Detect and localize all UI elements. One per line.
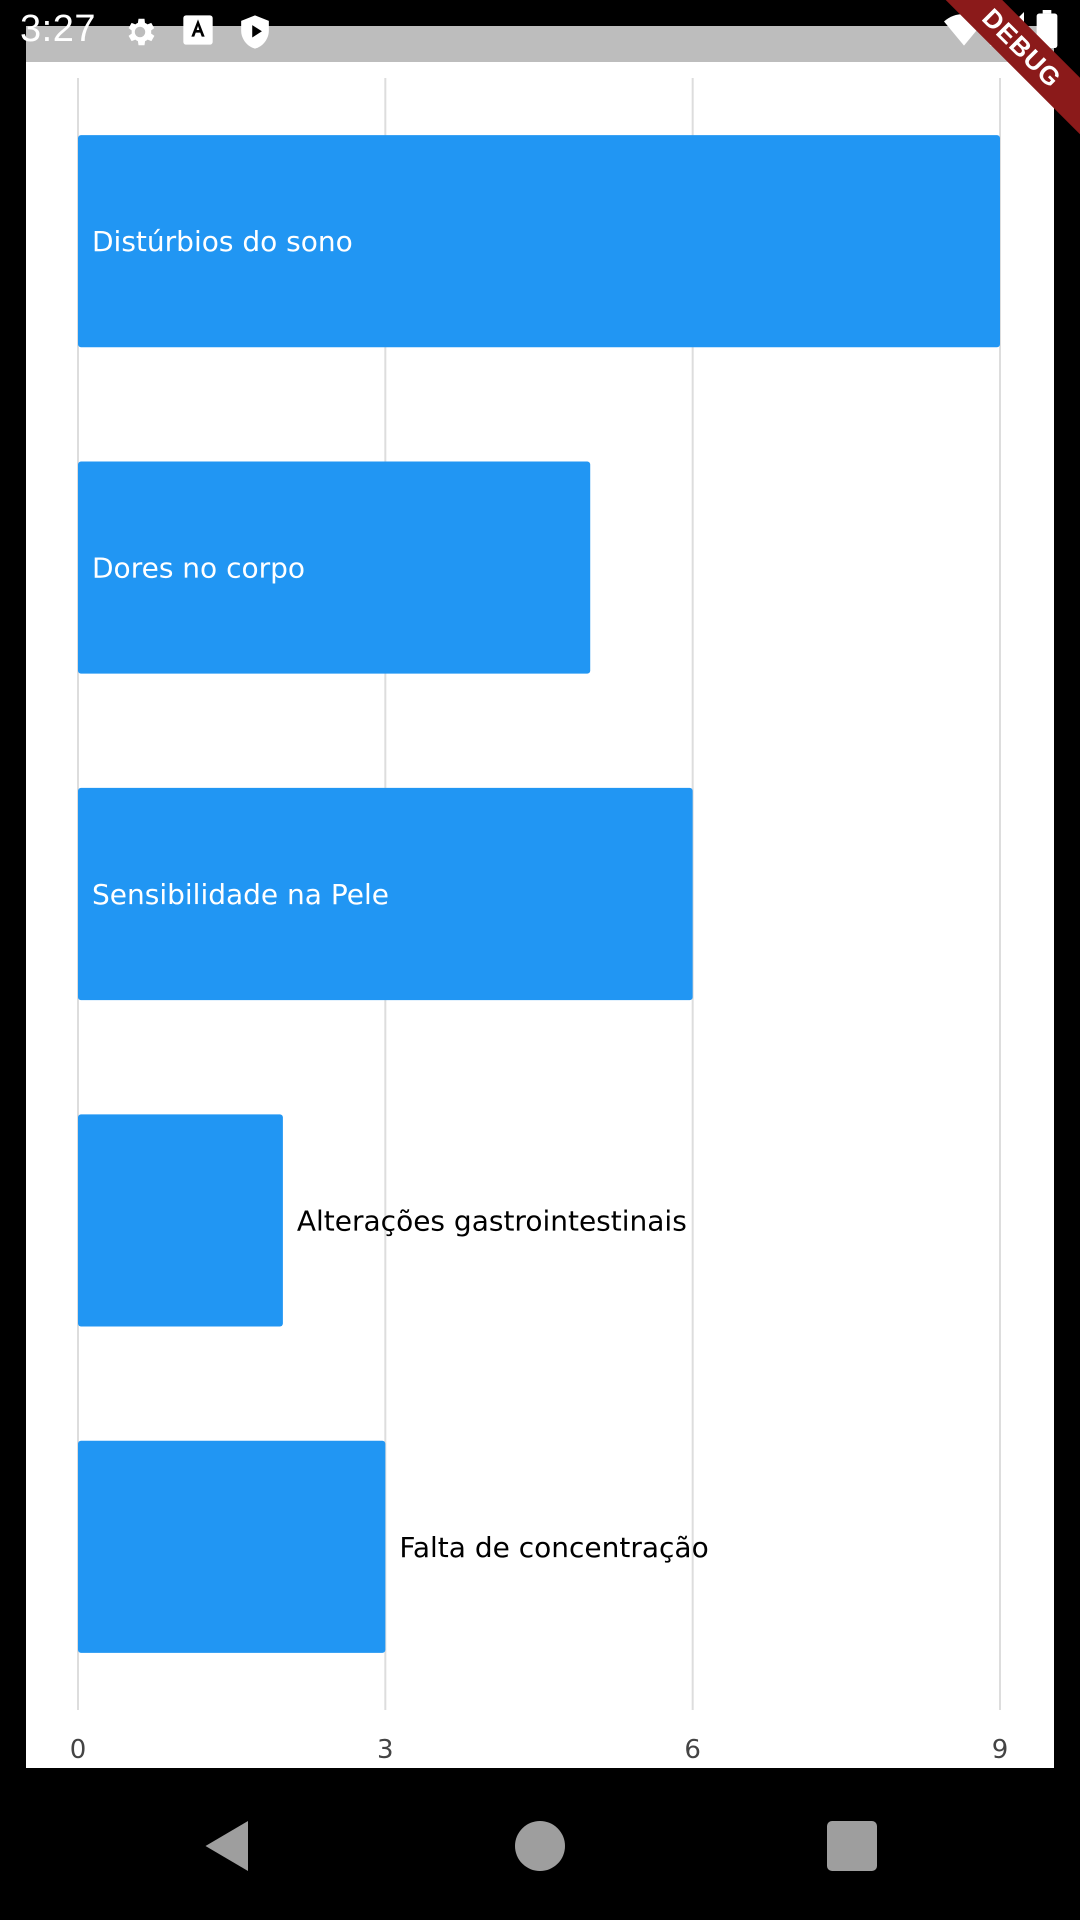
back-icon[interactable] [198,1816,258,1876]
navigation-bar [0,1768,1080,1920]
shield-play-icon [241,15,269,49]
status-time: 3:27 [20,8,96,50]
x-tick-label: 3 [377,1735,394,1765]
x-tick-label: 6 [684,1735,701,1765]
chart-card: Distúrbios do sono Dores no corpo Sensibil… [26,62,1054,1768]
horizontal-bar-chart: Distúrbios do sono Dores no corpo Sensibil… [70,78,1009,1765]
status-bar: 3:27 [0,0,1080,62]
home-icon[interactable] [510,1816,570,1876]
bar-label: Dores no corpo [92,552,305,585]
bar [78,1440,386,1653]
x-tick-label: 0 [70,1735,87,1765]
bar [78,1114,283,1327]
bar-label: Alterações gastrointestinais [297,1204,687,1237]
bar-label: Distúrbios do sono [92,225,353,258]
bar-label: Falta de concentração [399,1531,708,1564]
bar-label: Sensibilidade na Pele [92,878,389,911]
bar [78,787,693,1001]
gear-icon [128,18,155,46]
recents-icon[interactable] [822,1816,882,1876]
status-bar-strip [26,26,1054,62]
bar [78,135,1000,348]
x-tick-label: 9 [992,1735,1009,1765]
bar [78,461,591,674]
text-a-icon [183,15,213,45]
